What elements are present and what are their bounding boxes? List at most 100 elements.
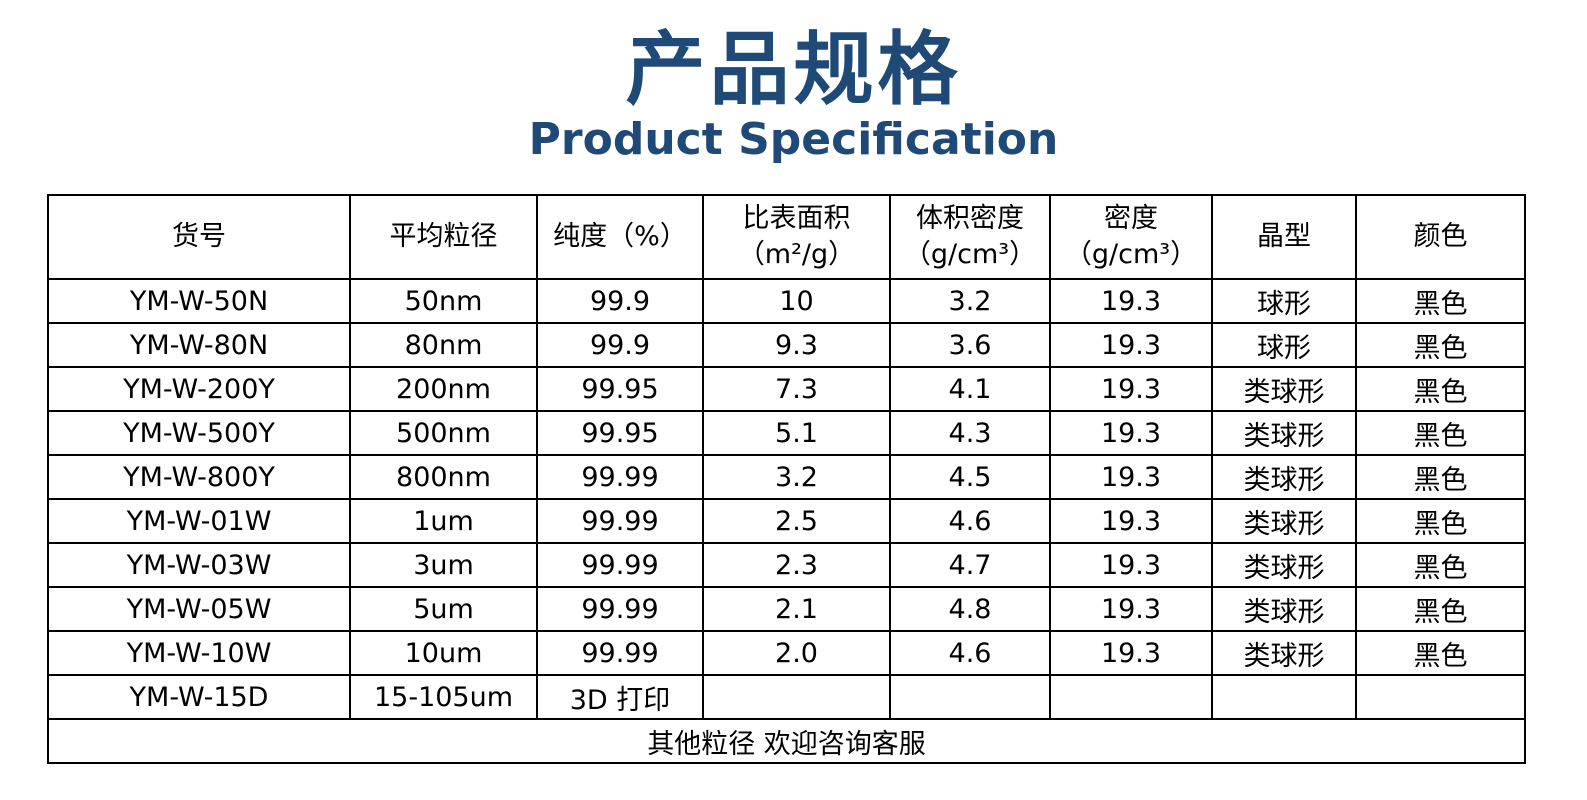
table-row: YM-W-10W 10um 99.99 2.0 4.6 19.3 类球形 黑色	[47, 630, 1526, 676]
header-cell: 纯度（%）	[536, 194, 704, 280]
spec-table: 货号 平均粒径 纯度（%） 比表面积 （m²/g） 体积密度 （g/cm³） 密度 （g/cm³…	[47, 194, 1526, 764]
table-row: YM-W-50N 50nm 99.9 10 3.2 19.3 球形 黑色	[47, 278, 1526, 324]
cell: YM-W-05W	[47, 586, 351, 632]
cell: 3.6	[889, 322, 1051, 368]
cell: 9.3	[702, 322, 891, 368]
cell: 球形	[1211, 322, 1357, 368]
cell: 类球形	[1211, 454, 1357, 500]
cell: 3.2	[889, 278, 1051, 324]
cell: 800nm	[349, 454, 538, 500]
cell: 200nm	[349, 366, 538, 412]
cell: 99.99	[536, 630, 704, 676]
cell: 4.7	[889, 542, 1051, 588]
footer-cell: 其他粒径 欢迎咨询客服	[47, 718, 1526, 764]
cell: 3.2	[702, 454, 891, 500]
cell: 3D 打印	[536, 674, 704, 720]
cell: 黑色	[1355, 542, 1526, 588]
cell: 黑色	[1355, 322, 1526, 368]
cell: 19.3	[1049, 630, 1213, 676]
cell: 99.99	[536, 586, 704, 632]
cell: 50nm	[349, 278, 538, 324]
cell: 99.9	[536, 322, 704, 368]
cell: 类球形	[1211, 498, 1357, 544]
cell: 19.3	[1049, 454, 1213, 500]
cell: 黑色	[1355, 410, 1526, 456]
cell: 黑色	[1355, 586, 1526, 632]
cell: YM-W-800Y	[47, 454, 351, 500]
cell: 4.3	[889, 410, 1051, 456]
table-row: YM-W-80N 80nm 99.9 9.3 3.6 19.3 球形 黑色	[47, 322, 1526, 368]
header-cell: 货号	[47, 194, 351, 280]
cell: 19.3	[1049, 542, 1213, 588]
header-cell: 体积密度 （g/cm³）	[889, 194, 1051, 280]
empty-cell	[1211, 674, 1357, 720]
cell: 19.3	[1049, 410, 1213, 456]
cell: 10um	[349, 630, 538, 676]
header-line: （g/cm³）	[903, 239, 1037, 270]
cell: 99.9	[536, 278, 704, 324]
header-line: （g/cm³）	[1064, 239, 1198, 270]
header-row: 货号 平均粒径 纯度（%） 比表面积 （m²/g） 体积密度 （g/cm³） 密度 （g/cm³…	[47, 194, 1526, 280]
table-row: YM-W-800Y 800nm 99.99 3.2 4.5 19.3 类球形 黑色	[47, 454, 1526, 500]
cell: 球形	[1211, 278, 1357, 324]
cell: 3um	[349, 542, 538, 588]
cell: 99.99	[536, 542, 704, 588]
cell: 7.3	[702, 366, 891, 412]
cell: 15-105um	[349, 674, 538, 720]
cell: 80nm	[349, 322, 538, 368]
header-line: 体积密度	[916, 203, 1024, 234]
cell: YM-W-10W	[47, 630, 351, 676]
cell: 99.99	[536, 498, 704, 544]
table-row: YM-W-03W 3um 99.99 2.3 4.7 19.3 类球形 黑色	[47, 542, 1526, 588]
header-cell: 比表面积 （m²/g）	[702, 194, 891, 280]
subtitle: Product Specification	[528, 114, 1059, 165]
cell: 4.8	[889, 586, 1051, 632]
cell: 1um	[349, 498, 538, 544]
cell: 4.6	[889, 630, 1051, 676]
cell: 10	[702, 278, 891, 324]
header-cell: 密度 （g/cm³）	[1049, 194, 1213, 280]
cell: 19.3	[1049, 278, 1213, 324]
table-row: YM-W-200Y 200nm 99.95 7.3 4.1 19.3 类球形 黑色	[47, 366, 1526, 412]
cell: YM-W-01W	[47, 498, 351, 544]
cell: YM-W-15D	[47, 674, 351, 720]
cell: 黑色	[1355, 278, 1526, 324]
cell: 类球形	[1211, 410, 1357, 456]
table-row: YM-W-15D 15-105um 3D 打印	[47, 674, 1526, 720]
cell: 4.1	[889, 366, 1051, 412]
cell: 99.95	[536, 410, 704, 456]
cell: YM-W-200Y	[47, 366, 351, 412]
cell: 5um	[349, 586, 538, 632]
cell: YM-W-80N	[47, 322, 351, 368]
cell: 2.3	[702, 542, 891, 588]
cell: 4.5	[889, 454, 1051, 500]
cell: YM-W-500Y	[47, 410, 351, 456]
cell: 类球形	[1211, 586, 1357, 632]
header-line: 密度	[1104, 203, 1158, 234]
table-row: YM-W-500Y 500nm 99.95 5.1 4.3 19.3 类球形 黑色	[47, 410, 1526, 456]
header-cell: 晶型	[1211, 194, 1357, 280]
cell: 类球形	[1211, 542, 1357, 588]
header-cell: 颜色	[1355, 194, 1526, 280]
title: 产品规格	[625, 23, 962, 116]
cell: 19.3	[1049, 366, 1213, 412]
cell: 99.99	[536, 454, 704, 500]
cell: 19.3	[1049, 498, 1213, 544]
header-line: 比表面积	[742, 203, 851, 234]
cell: YM-W-50N	[47, 278, 351, 324]
cell: 500nm	[349, 410, 538, 456]
table-row: YM-W-01W 1um 99.99 2.5 4.6 19.3 类球形 黑色	[47, 498, 1526, 544]
cell: 黑色	[1355, 366, 1526, 412]
cell: 黑色	[1355, 630, 1526, 676]
cell: 2.0	[702, 630, 891, 676]
empty-cell	[702, 674, 891, 720]
empty-cell	[1355, 674, 1526, 720]
cell: YM-W-03W	[47, 542, 351, 588]
cell: 类球形	[1211, 366, 1357, 412]
cell: 黑色	[1355, 498, 1526, 544]
cell: 19.3	[1049, 322, 1213, 368]
cell: 类球形	[1211, 630, 1357, 676]
footer-row: 其他粒径 欢迎咨询客服	[47, 718, 1526, 764]
cell: 2.5	[702, 498, 891, 544]
